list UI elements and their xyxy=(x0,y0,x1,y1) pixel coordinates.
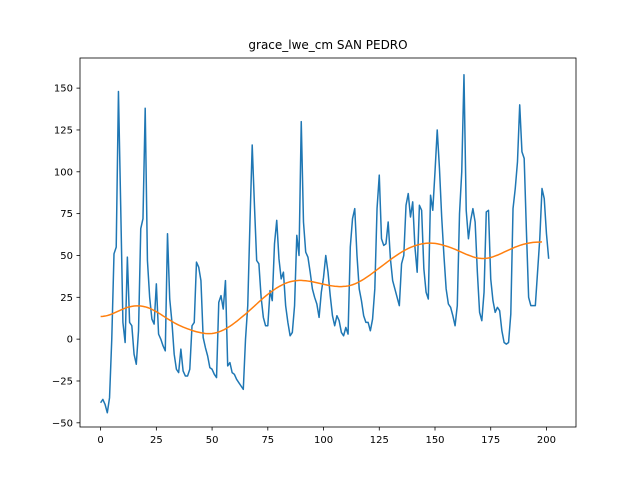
y-tick-label: 75 xyxy=(60,209,73,220)
plot-frame xyxy=(79,57,577,428)
x-tick-label: 0 xyxy=(97,435,103,446)
y-tick-label: 0 xyxy=(67,335,73,346)
y-tick-label: 25 xyxy=(60,293,73,304)
series-layer xyxy=(99,73,550,414)
series-line-1 xyxy=(99,73,550,414)
chart-title: grace_lwe_cm SAN PEDRO xyxy=(248,38,407,52)
x-tick-label: 75 xyxy=(261,435,274,446)
x-tick-label: 100 xyxy=(314,435,333,446)
y-tick-label: −25 xyxy=(52,376,73,387)
y-tick-label: 125 xyxy=(54,125,73,136)
x-tick-label: 125 xyxy=(370,435,389,446)
x-tick-label: 25 xyxy=(150,435,163,446)
series-line-2 xyxy=(100,241,543,335)
x-tick-label: 200 xyxy=(537,435,556,446)
ticks-layer: 0 25 50 75 100 125 150 175 200 −50 −25 0 25 50 75 100 12… xyxy=(52,84,556,446)
y-tick-label: 100 xyxy=(54,167,73,178)
y-tick-label: −50 xyxy=(52,418,73,429)
y-tick-label: 50 xyxy=(60,251,73,262)
x-tick-label: 150 xyxy=(425,435,444,446)
x-tick-label: 50 xyxy=(206,435,219,446)
x-tick-label: 175 xyxy=(481,435,500,446)
y-tick-label: 150 xyxy=(54,84,73,95)
